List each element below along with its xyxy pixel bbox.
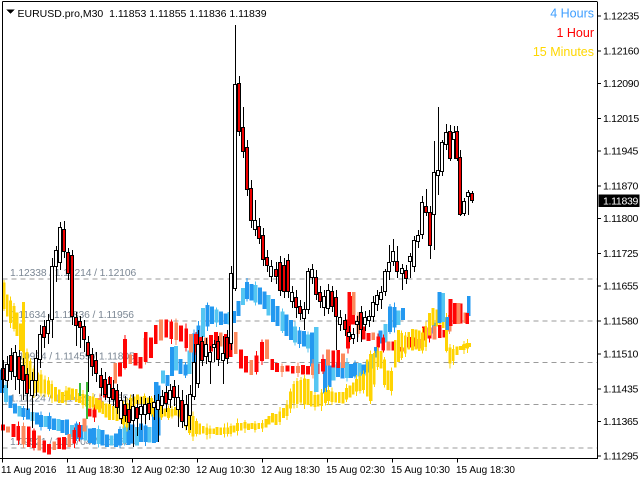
svg-text:4 Hours: 4 Hours [550,7,594,21]
svg-text:15 Aug 10:30: 15 Aug 10:30 [391,465,450,476]
svg-text:1.11870: 1.11870 [603,181,639,193]
svg-text:1.11800: 1.11800 [603,213,639,225]
svg-text:15 Aug 02:30: 15 Aug 02:30 [326,465,385,476]
svg-text:11 Aug 18:30: 11 Aug 18:30 [66,465,125,476]
svg-text:1.12235: 1.12235 [603,11,639,23]
svg-text:1 Hour: 1 Hour [556,26,594,40]
svg-text:12 Aug 02:30: 12 Aug 02:30 [131,465,190,476]
svg-text:1.11365: 1.11365 [603,416,639,428]
svg-text:1.11725: 1.11725 [603,248,639,260]
svg-text:1.11580: 1.11580 [603,316,639,328]
svg-text:1.11945: 1.11945 [603,146,639,158]
svg-text:12 Aug 18:30: 12 Aug 18:30 [261,465,320,476]
svg-text:15 Aug 18:30: 15 Aug 18:30 [456,465,515,476]
svg-text:1.11295: 1.11295 [603,451,639,463]
svg-text:1.11655: 1.11655 [603,281,639,293]
svg-text:1.11510: 1.11510 [603,348,639,360]
svg-text:1.11435: 1.11435 [603,383,639,395]
svg-text:11 Aug 2016: 11 Aug 2016 [1,465,57,476]
svg-text:1.12015: 1.12015 [603,113,639,125]
svg-text:EURUSD.pro,M30 1.11853 1.1185: EURUSD.pro,M30 1.11853 1.11855 1.11836 1… [18,8,267,20]
svg-text:1.10934 / 1.11459 / 1.11805: 1.10934 / 1.11459 / 1.11805 [10,352,135,363]
svg-text:15 Minutes: 15 Minutes [533,45,594,59]
svg-text:12 Aug 10:30: 12 Aug 10:30 [196,465,255,476]
svg-text:1.12160: 1.12160 [603,45,639,57]
svg-text:1.11839: 1.11839 [603,196,639,208]
svg-text:1.12090: 1.12090 [603,78,639,90]
